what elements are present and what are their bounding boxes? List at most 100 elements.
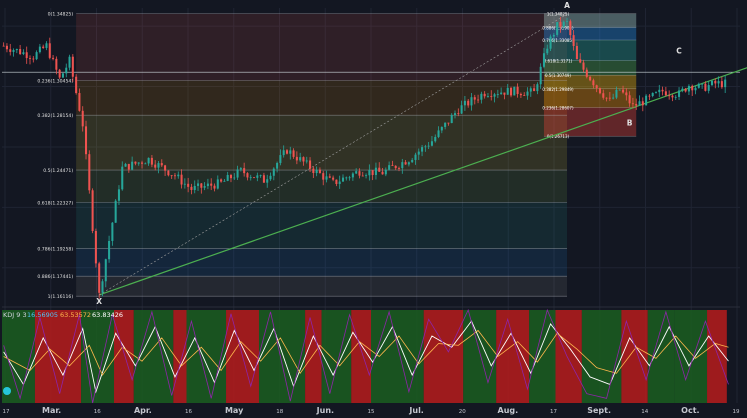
candle-body bbox=[236, 169, 239, 178]
candle-body bbox=[473, 97, 476, 100]
candle-body bbox=[575, 46, 578, 60]
candle-body bbox=[687, 85, 690, 92]
candle-body bbox=[490, 96, 493, 97]
trend-line-layer bbox=[98, 13, 747, 296]
inner-fib-zone bbox=[543, 60, 637, 76]
fib-zone bbox=[76, 80, 568, 116]
candle-body bbox=[279, 155, 282, 163]
candle-body bbox=[701, 83, 704, 85]
inner-fib-zone bbox=[543, 75, 637, 89]
pattern-points: X A B C bbox=[96, 1, 682, 306]
candle-body bbox=[58, 69, 61, 78]
candle-body bbox=[523, 95, 526, 96]
candle-body bbox=[177, 174, 180, 177]
candle-body bbox=[305, 160, 308, 162]
candle-body bbox=[81, 110, 84, 127]
candle-body bbox=[533, 88, 536, 92]
candle-body bbox=[167, 170, 170, 176]
candle-body bbox=[388, 165, 391, 170]
candle-body bbox=[160, 163, 163, 166]
candle-body bbox=[243, 168, 246, 174]
candle-body bbox=[513, 86, 516, 96]
candle-body bbox=[638, 101, 641, 106]
kdj-trend-shading bbox=[351, 310, 371, 403]
candle-body bbox=[710, 80, 714, 86]
candle-body bbox=[674, 96, 677, 98]
candle-body bbox=[374, 167, 377, 175]
x-tick-label: 17 bbox=[3, 409, 10, 415]
candle-body bbox=[302, 157, 305, 162]
candle-body bbox=[579, 59, 582, 63]
candle-body bbox=[503, 92, 506, 95]
candle-body bbox=[68, 56, 71, 68]
candle-body bbox=[384, 169, 387, 175]
candle-body bbox=[569, 21, 572, 36]
candle-body bbox=[193, 185, 196, 190]
inner-fib-zone bbox=[543, 40, 637, 61]
candle-body bbox=[463, 100, 466, 106]
candle-body bbox=[595, 85, 598, 88]
candle-body bbox=[664, 91, 667, 96]
candle-body bbox=[229, 174, 232, 179]
candle-body bbox=[378, 167, 381, 172]
candle-body bbox=[546, 48, 549, 54]
kdj-pane bbox=[2, 306, 740, 404]
candle-body bbox=[585, 69, 588, 77]
candle-body bbox=[322, 173, 325, 180]
candle-body bbox=[401, 162, 404, 169]
candle-body bbox=[440, 126, 443, 131]
candle-body bbox=[417, 151, 420, 155]
candle-body bbox=[526, 91, 529, 96]
candle-body bbox=[137, 162, 140, 164]
candle-body bbox=[654, 92, 658, 93]
inner-fib-label: 0.5(1.30749) bbox=[545, 73, 571, 78]
candle-body bbox=[348, 177, 351, 179]
candle-body bbox=[94, 230, 97, 264]
kdj-trend-shading bbox=[321, 310, 352, 403]
x-tick-label: 17 bbox=[550, 409, 557, 415]
candle-body bbox=[582, 62, 585, 70]
candle-body bbox=[285, 150, 289, 154]
candle-body bbox=[259, 175, 262, 177]
x-tick-label: 15 bbox=[368, 409, 375, 415]
candle-body bbox=[598, 87, 601, 94]
fib-levels: 0(1.34825) 0.236(1.30454) 0.382(1.28154) 0.… bbox=[2, 12, 740, 300]
candle-body bbox=[266, 179, 269, 183]
candle-body bbox=[470, 97, 473, 106]
candle-body bbox=[365, 175, 368, 177]
inner-fib-zone bbox=[543, 27, 637, 41]
candle-body bbox=[28, 58, 32, 59]
candle-body bbox=[697, 83, 700, 88]
candle-body bbox=[325, 176, 328, 180]
fib-level-label: 0.786(1.19258) bbox=[37, 247, 73, 253]
candle-body bbox=[223, 180, 226, 182]
candle-body bbox=[124, 163, 127, 167]
candle-body bbox=[282, 150, 285, 156]
kdj-value-k: 16.56905 bbox=[27, 311, 58, 319]
candle-body bbox=[559, 22, 562, 27]
fib-zone bbox=[76, 170, 568, 203]
candle-body bbox=[9, 49, 12, 52]
candle-body bbox=[371, 170, 374, 175]
candle-body bbox=[256, 175, 259, 178]
candle-body bbox=[289, 150, 292, 154]
kdj-trend-shading bbox=[674, 310, 708, 403]
kdj-title: KDJ 9 3 bbox=[3, 311, 27, 319]
candle-body bbox=[210, 183, 213, 186]
candle-body bbox=[500, 92, 503, 95]
candle-body bbox=[332, 177, 335, 180]
candle-body bbox=[668, 95, 671, 97]
candle-body bbox=[562, 21, 565, 27]
candle-body bbox=[355, 171, 358, 174]
candle-body bbox=[52, 57, 55, 59]
candle-body bbox=[407, 162, 410, 165]
candle-body bbox=[467, 100, 470, 106]
candle-body bbox=[295, 156, 298, 161]
pattern-point-label: A bbox=[564, 1, 570, 10]
fib-zone bbox=[76, 276, 568, 297]
kdj-trend-shading bbox=[647, 310, 675, 403]
candle-body bbox=[190, 186, 193, 190]
inner-fib-label: 1(1.34825) bbox=[547, 12, 570, 17]
x-axis: 17 Mar. 16 Apr. 16 May 18 Jun. 15 Jul. 20 Aug. 17 Sep… bbox=[3, 406, 740, 415]
candle-body bbox=[226, 174, 229, 181]
